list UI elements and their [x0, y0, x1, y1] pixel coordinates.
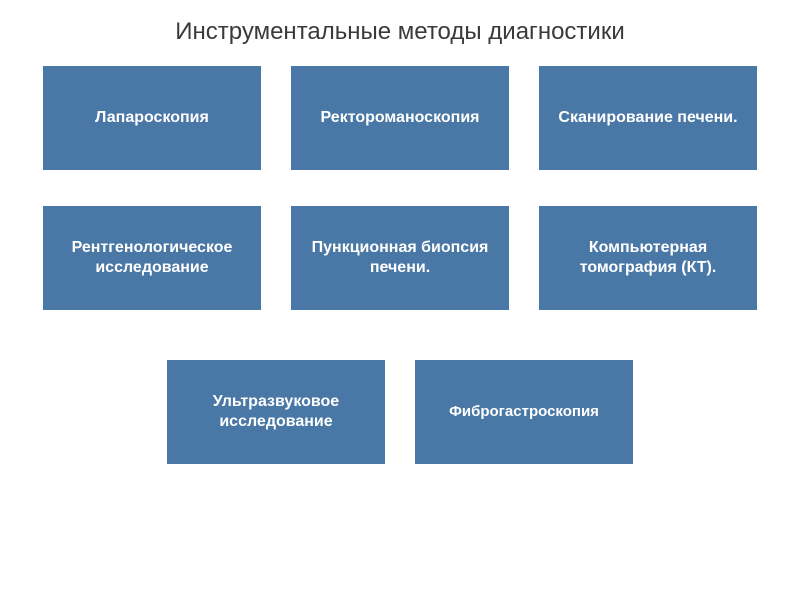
card-rows: Лапароскопия Ректороманоскопия Сканировани…: [0, 46, 800, 464]
method-card: Ультразвуковое исследование: [167, 360, 385, 464]
method-card: Сканирование печени.: [539, 66, 757, 170]
card-row: Рентгенологическое исследование Пункционн…: [43, 206, 757, 310]
page-title: Инструментальные методы диагностики: [0, 18, 800, 46]
card-row: Ультразвуковое исследование Фиброгастроск…: [167, 360, 633, 464]
diagram-container: Инструментальные методы диагностики Лапа…: [0, 0, 800, 600]
method-card: Рентгенологическое исследование: [43, 206, 261, 310]
card-row: Лапароскопия Ректороманоскопия Сканировани…: [43, 66, 757, 170]
method-card: Фиброгастроскопия: [415, 360, 633, 464]
method-card: Ректороманоскопия: [291, 66, 509, 170]
method-card: Компьютерная томография (КТ).: [539, 206, 757, 310]
method-card: Пункционная биопсия печени.: [291, 206, 509, 310]
method-card: Лапароскопия: [43, 66, 261, 170]
